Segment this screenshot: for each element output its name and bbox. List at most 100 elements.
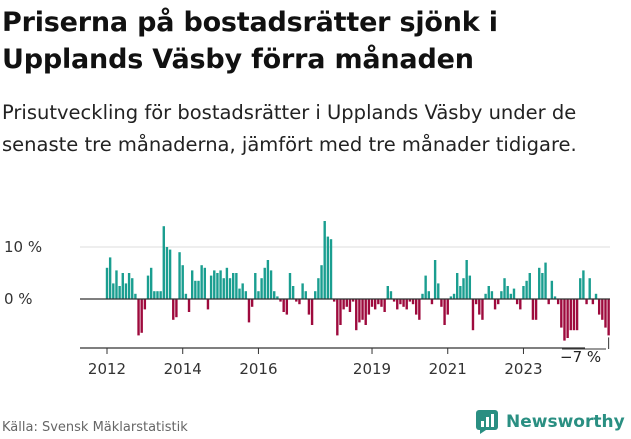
bar (355, 299, 358, 331)
bar (241, 283, 244, 299)
bar (522, 286, 525, 299)
bar (377, 299, 380, 305)
bar (421, 293, 424, 299)
bar (383, 299, 386, 312)
bar (131, 278, 134, 299)
bar (569, 299, 572, 331)
bar (478, 299, 481, 315)
bar (307, 299, 311, 315)
bar (597, 299, 601, 315)
bar (399, 299, 402, 305)
bar (140, 299, 143, 333)
bar (582, 270, 585, 299)
bar (269, 270, 273, 299)
bar (449, 296, 453, 299)
bar (370, 299, 374, 307)
bar (250, 299, 254, 307)
bar (187, 299, 191, 312)
bar (108, 257, 112, 299)
bar (411, 299, 415, 305)
bar (291, 286, 295, 299)
bar (418, 299, 421, 320)
bar (235, 273, 238, 299)
bar (572, 299, 576, 331)
bar (203, 267, 207, 299)
x-tick-label: 2019 (353, 360, 391, 378)
bar (112, 283, 115, 299)
bar (519, 299, 522, 310)
bar (525, 280, 528, 299)
bar (452, 293, 456, 299)
bar (115, 270, 118, 299)
bar (563, 299, 566, 341)
bar (575, 299, 579, 331)
bar (165, 247, 169, 299)
bar (361, 299, 364, 320)
bar (541, 273, 544, 299)
bar (159, 291, 162, 299)
bar (222, 278, 225, 299)
bar (604, 299, 607, 328)
bar (273, 291, 276, 299)
bar (209, 275, 213, 299)
bar (497, 299, 500, 305)
bar (443, 299, 446, 325)
bar (446, 299, 449, 315)
bar (348, 299, 352, 312)
bar (591, 299, 595, 305)
bar (137, 299, 140, 336)
bar (547, 299, 550, 305)
bar (408, 299, 412, 302)
bar (197, 280, 200, 299)
bar (146, 275, 150, 299)
bar (553, 296, 557, 299)
bar (500, 291, 503, 299)
bar (276, 296, 279, 299)
bar (484, 293, 487, 299)
bar (121, 273, 124, 299)
bar (279, 299, 282, 302)
source-note: Källa: Svensk Mäklarstatistik (2, 420, 188, 435)
bar (320, 265, 323, 299)
bar (367, 299, 371, 315)
bar (254, 273, 257, 299)
bar (534, 299, 538, 320)
bar (528, 273, 531, 299)
bar-chart-logo-icon (476, 410, 498, 434)
bar (339, 299, 342, 325)
y-tick-label: 0 % (4, 290, 33, 308)
bar (225, 267, 229, 299)
bar (405, 299, 408, 310)
bar (481, 299, 484, 320)
x-tick-label: 2012 (88, 360, 126, 378)
bar (301, 283, 304, 299)
bar (216, 273, 219, 299)
bar (304, 291, 307, 299)
bar (175, 299, 178, 318)
brand-name: Newsworthy (506, 412, 625, 432)
bar (427, 291, 431, 299)
bar (437, 283, 440, 299)
bar (607, 299, 610, 336)
bar (332, 299, 336, 302)
bar (285, 299, 289, 315)
bar (468, 275, 472, 299)
bar (512, 288, 516, 299)
bar (493, 299, 497, 310)
bar (566, 299, 569, 338)
bar (200, 265, 203, 299)
chart-bars (105, 221, 610, 341)
bar (402, 299, 405, 307)
bar (392, 299, 396, 302)
bar (351, 299, 355, 302)
bar (162, 226, 165, 299)
chart-axes: 10 % 0 % 2012 2014 2016 2019 2021 2023 −7 % (4, 238, 610, 378)
bar (396, 299, 399, 310)
bar (266, 260, 270, 299)
bar (474, 299, 478, 305)
bar (310, 299, 314, 325)
bar (588, 278, 591, 299)
chart-title: Priserna på bostadsrätter sjönk i Upplan… (2, 7, 498, 75)
bar (329, 239, 333, 299)
x-tick-label: 2023 (504, 360, 542, 378)
